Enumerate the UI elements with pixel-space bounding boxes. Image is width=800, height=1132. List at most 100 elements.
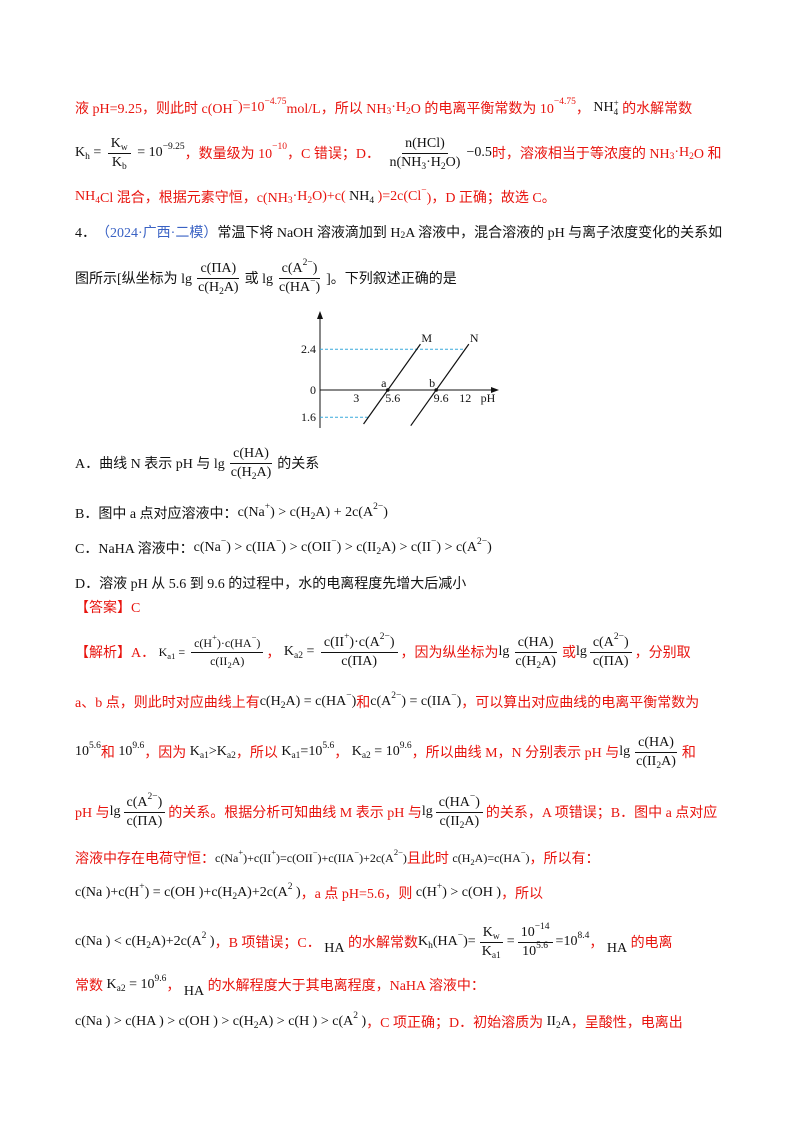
option-a[interactable]: A．曲线 N 表示 pH 与 lg c(HA) c(H 2 A) 的关系 bbox=[75, 438, 319, 488]
text-run: ) > c(H bbox=[270, 505, 311, 520]
subscript: 2 bbox=[689, 152, 694, 162]
text-run: 常数 bbox=[75, 979, 107, 994]
fraction-numerator: c(HA) bbox=[230, 446, 272, 464]
text-run: 的水解程度大于其电离程度，NaHA 溶液中： bbox=[204, 979, 485, 994]
text-run: 或 bbox=[561, 646, 576, 661]
superscript: − bbox=[220, 537, 227, 547]
text-run: c(H bbox=[515, 653, 537, 669]
text-run: 【答案】C bbox=[75, 601, 141, 616]
text-run: )·c(HA bbox=[216, 635, 252, 650]
superscript: −4.75 bbox=[264, 97, 287, 107]
option-b[interactable]: B．图中 a 点对应溶液中： c(Na +) > c(H 2 A) + 2c(A 2−) bbox=[75, 488, 388, 538]
text-run: K bbox=[418, 934, 429, 949]
option-c[interactable]: C．NaHA 溶液中： c(Na −) > c(IIA −) > c(OII −) > … bbox=[75, 523, 492, 573]
text-run: 10 bbox=[522, 943, 537, 959]
text-run: ，可以算出对应曲线的电离平衡常数为 bbox=[461, 696, 700, 711]
subscript: a1 bbox=[291, 751, 301, 761]
text-run: c(ΠA) bbox=[200, 260, 237, 276]
fraction-numerator: c(II +)·c(A 2−) bbox=[320, 632, 398, 653]
fraction-denominator: c(II 2 A) bbox=[633, 753, 679, 771]
text-run: K bbox=[482, 924, 493, 940]
text-run: c(HA) bbox=[517, 634, 554, 650]
text-run: c(II bbox=[323, 634, 345, 650]
superscript: + bbox=[238, 847, 244, 857]
text-run: 或 lg bbox=[244, 272, 273, 287]
subscript: 2 bbox=[307, 196, 313, 206]
text-run: 10 bbox=[75, 744, 89, 759]
text-run: ) bbox=[402, 850, 407, 865]
text-run: c(ΠA) bbox=[341, 653, 378, 669]
text-run: K bbox=[111, 154, 122, 170]
fraction-denominator: 10 5.6 bbox=[519, 941, 551, 960]
superscript: 5.6 bbox=[322, 741, 335, 751]
text-run: ) > c(OH ) bbox=[442, 885, 502, 900]
fraction: c(A 2−) c(ΠA) bbox=[123, 792, 166, 830]
fraction-denominator: n(NH 3 ·H 2 O) bbox=[386, 154, 463, 172]
subscript: 3 bbox=[669, 152, 675, 162]
text-run: ) bbox=[292, 885, 301, 900]
subscript: 2 bbox=[440, 161, 446, 172]
text-run: 常温下将 NaOH 溶液滴加到 H bbox=[217, 226, 401, 241]
fraction: c(HA) c(II 2 A) bbox=[633, 735, 679, 771]
text-run: K bbox=[189, 744, 200, 759]
text-run: −0.5 bbox=[466, 145, 492, 160]
text-run: c(HA) bbox=[233, 445, 269, 461]
fraction-denominator: c(ΠA) bbox=[590, 653, 632, 670]
analysis-line: c(Na ) < c(H 2 A)+2c(A 2 ) ，B 项错误；C． HA 的水解常… bbox=[75, 917, 673, 967]
formula: c(H 2 A)=c(HA −) bbox=[452, 847, 529, 867]
text-run: = bbox=[89, 145, 105, 160]
fraction-denominator: c(ΠA) bbox=[338, 653, 380, 670]
text-run: HA bbox=[606, 941, 628, 956]
text-run: O)+c( bbox=[312, 189, 350, 204]
text-run: NH bbox=[349, 189, 370, 204]
text-run: ) bbox=[456, 694, 462, 709]
text-run: = 10 bbox=[125, 977, 155, 992]
text-run: Cl 混合，根据元素守恒，c(NH bbox=[99, 191, 288, 206]
text-run: ]。下列叙述正确的是 bbox=[326, 272, 457, 287]
text-run: ) bbox=[312, 260, 318, 276]
option-d[interactable]: D．溶液 pH 从 5.6 到 9.6 的过程中，水的电离程度先增大后减小 bbox=[75, 558, 466, 608]
text-run: pH 与 bbox=[75, 806, 110, 821]
superscript: + bbox=[212, 632, 217, 642]
text-run: ，因为纵坐标为 bbox=[400, 646, 499, 661]
text-run: c(A bbox=[126, 794, 148, 810]
text-run: c(II bbox=[439, 813, 460, 829]
text-run: 溶液中存在电荷守恒： bbox=[75, 852, 215, 867]
superscript: − bbox=[331, 537, 337, 547]
line-label: M bbox=[421, 331, 432, 345]
subscript: 2 bbox=[251, 471, 257, 482]
text-run: c(H bbox=[452, 850, 471, 865]
subscript: w bbox=[120, 142, 128, 153]
text-run: ，呈酸性，电离出 bbox=[570, 1016, 683, 1031]
text-run: 10 bbox=[520, 924, 535, 940]
text-run: a、b 点，则此时对应曲线上有 bbox=[75, 696, 260, 711]
text-run: lg bbox=[619, 744, 631, 759]
subscript: a1 bbox=[491, 950, 501, 961]
text-run: )=c(OII bbox=[276, 850, 313, 865]
text-run: )+c(II bbox=[243, 850, 272, 865]
text-run: ) > c(IIA bbox=[226, 540, 277, 555]
text-run: c(H bbox=[194, 635, 213, 650]
fraction: c(A 2−) c(HA −) bbox=[276, 258, 323, 296]
text-run: HA bbox=[183, 984, 205, 999]
fraction-numerator: c(H +)·c(HA −) bbox=[191, 632, 264, 653]
text-run: )+c(IIA bbox=[317, 850, 355, 865]
text-run: 和 bbox=[100, 746, 119, 761]
text-run: c(H bbox=[230, 464, 252, 480]
text-run: ，a 点 pH=5.6，则 bbox=[300, 887, 416, 902]
text-run: A) bbox=[231, 653, 245, 668]
text-run: O) bbox=[445, 154, 461, 170]
text-run: K bbox=[351, 744, 362, 759]
text-run: )=2c(Cl bbox=[374, 189, 422, 204]
text-run: c(Na bbox=[237, 505, 265, 520]
superscript: 2− bbox=[373, 502, 384, 512]
superscript: −4.75 bbox=[553, 97, 576, 107]
subscript: a2 bbox=[226, 751, 236, 761]
ph-ion-concentration-figure: pH M Na b 3 5.6 9.6 12 2.4 0 1.6 bbox=[301, 311, 499, 428]
fraction-denominator: c(ΠA) bbox=[124, 813, 166, 830]
